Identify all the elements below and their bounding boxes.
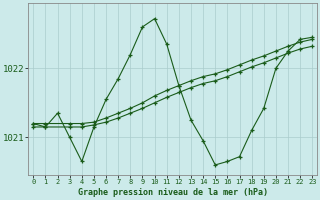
X-axis label: Graphe pression niveau de la mer (hPa): Graphe pression niveau de la mer (hPa): [78, 188, 268, 197]
